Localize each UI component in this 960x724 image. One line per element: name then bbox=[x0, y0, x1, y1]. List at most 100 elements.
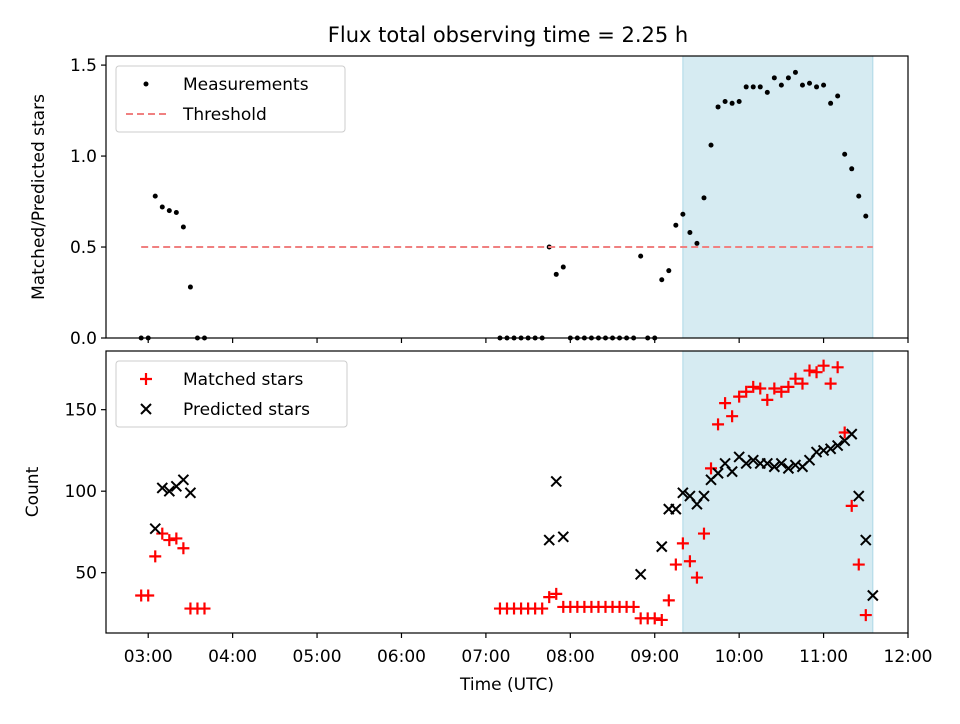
matched-stars-point bbox=[859, 609, 872, 622]
measurement-point bbox=[814, 84, 820, 90]
bottom-observing-span bbox=[682, 350, 874, 634]
xtick-label: 03:00 bbox=[124, 647, 173, 667]
predicted-stars-point bbox=[782, 462, 795, 475]
xtick-label: 05:00 bbox=[293, 647, 342, 667]
measurement-point bbox=[863, 213, 869, 219]
xtick-label: 07:00 bbox=[461, 647, 510, 667]
matched-stars-point bbox=[662, 594, 675, 607]
bottom-panel-ylabel: Count bbox=[23, 466, 43, 517]
matched-stars-point bbox=[627, 600, 640, 613]
matched-stars-point bbox=[163, 534, 176, 547]
measurement-point bbox=[173, 209, 179, 215]
measurement-point bbox=[842, 151, 848, 157]
predicted-stars-point bbox=[543, 534, 555, 546]
matched-stars-point bbox=[177, 542, 190, 555]
legend-matched-marker bbox=[140, 373, 152, 385]
matched-stars-point bbox=[803, 364, 816, 377]
measurement-point bbox=[708, 142, 714, 148]
matched-stars-point bbox=[683, 555, 696, 568]
top-ytick-label: 1.0 bbox=[70, 147, 97, 167]
xtick-label: 10:00 bbox=[715, 647, 764, 667]
matched-stars-point bbox=[655, 613, 668, 626]
measurement-point bbox=[553, 271, 559, 277]
matched-stars-point bbox=[726, 410, 739, 423]
matched-stars-point bbox=[690, 571, 703, 584]
bottom-panel-frame bbox=[105, 350, 909, 634]
measurement-point bbox=[166, 208, 172, 214]
measurement-point bbox=[821, 82, 827, 88]
legend-predicted-label: Predicted stars bbox=[183, 400, 310, 420]
predicted-stars-point bbox=[550, 475, 562, 488]
predicted-stars-point bbox=[677, 487, 689, 499]
matched-stars-point bbox=[536, 602, 549, 615]
measurement-point bbox=[785, 75, 791, 81]
measurement-point bbox=[807, 80, 813, 86]
matched-stars-point bbox=[697, 527, 710, 540]
matched-stars-point bbox=[845, 499, 858, 512]
measurement-point bbox=[638, 253, 644, 259]
measurement-point bbox=[687, 229, 693, 235]
predicted-stars-point bbox=[867, 589, 879, 602]
measurement-point bbox=[152, 193, 158, 199]
measurement-point bbox=[673, 222, 679, 228]
matched-stars-point bbox=[170, 532, 183, 545]
bottom-panel: 50 100 150 03:00 04:00 05:00 06:00 07:00 08:00 0… bbox=[23, 350, 933, 695]
predicted-stars-point bbox=[761, 457, 774, 470]
top-ytick-label: 0.5 bbox=[70, 238, 97, 258]
matched-stars-point bbox=[705, 462, 718, 475]
predicted-stars-point bbox=[656, 540, 668, 553]
matched-stars-point bbox=[789, 372, 802, 385]
predicted-stars-point bbox=[853, 490, 865, 502]
measurement-point bbox=[736, 98, 742, 104]
predicted-stars-point bbox=[670, 503, 682, 515]
matched-stars-point bbox=[543, 591, 556, 604]
bottom-legend-box bbox=[115, 360, 348, 428]
predicted-stars-point bbox=[747, 454, 759, 466]
measurement-point bbox=[771, 75, 777, 81]
predicted-stars-point bbox=[824, 443, 837, 455]
matched-stars-point bbox=[817, 359, 830, 372]
matched-stars-point bbox=[149, 550, 162, 563]
matched-stars-point bbox=[669, 558, 682, 571]
measurement-point bbox=[828, 100, 834, 106]
xtick-label: 04:00 bbox=[208, 647, 257, 667]
predicted-stars-point bbox=[177, 474, 190, 486]
measurement-point bbox=[159, 204, 165, 210]
measurement-point bbox=[560, 264, 566, 270]
measurement-point bbox=[743, 84, 749, 90]
predicted-stars-point bbox=[726, 465, 738, 478]
measurement-point bbox=[750, 84, 756, 90]
measurement-point bbox=[778, 82, 784, 88]
measurement-point bbox=[764, 89, 770, 95]
measurement-point bbox=[659, 277, 665, 283]
measurement-point bbox=[701, 195, 707, 201]
matched-stars-point bbox=[761, 393, 774, 406]
matched-stars-point bbox=[733, 390, 746, 403]
matched-stars-point bbox=[775, 385, 788, 398]
matched-stars-point bbox=[676, 537, 689, 550]
legend-threshold-label: Threshold bbox=[182, 105, 267, 125]
chart-title: Flux total observing time = 2.25 h bbox=[328, 23, 688, 47]
measurement-point bbox=[835, 93, 841, 99]
predicted-stars-point bbox=[184, 487, 197, 499]
matched-stars-point bbox=[719, 397, 732, 410]
predicted-stars-point bbox=[846, 428, 858, 440]
matched-stars-point bbox=[156, 527, 169, 540]
matched-stars-point bbox=[824, 377, 837, 390]
predicted-stars-point bbox=[163, 485, 176, 497]
top-panel: 0.0 0.5 1.0 1.5 Matched/Predicted stars Mea… bbox=[29, 55, 909, 349]
matched-stars-point bbox=[142, 589, 155, 602]
measurement-point bbox=[180, 224, 186, 230]
matched-stars-point bbox=[782, 380, 795, 393]
bottom-legend: Matched stars Predicted stars bbox=[115, 360, 348, 428]
predicted-stars-point bbox=[634, 568, 647, 581]
matched-stars-point bbox=[768, 382, 781, 395]
matched-stars-point bbox=[648, 612, 661, 625]
measurement-point bbox=[799, 82, 805, 88]
matched-stars-point bbox=[747, 380, 760, 393]
x-axis-label: Time (UTC) bbox=[459, 675, 554, 695]
xtick-label: 11:00 bbox=[799, 647, 848, 667]
matched-stars-point bbox=[754, 382, 767, 395]
predicted-stars-point bbox=[156, 482, 168, 494]
predicted-stars-point bbox=[831, 439, 844, 452]
